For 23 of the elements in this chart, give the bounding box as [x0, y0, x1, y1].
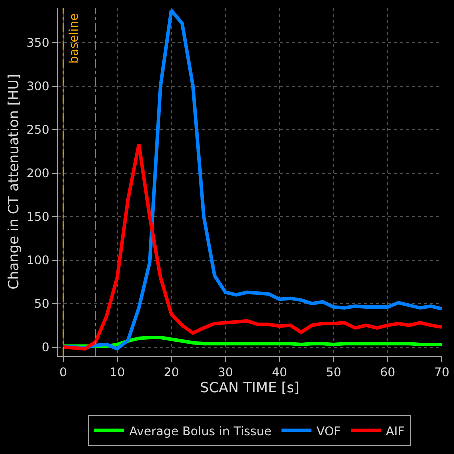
- legend-label: Average Bolus in Tissue: [130, 424, 272, 438]
- line-series: [62, 142, 442, 351]
- y-axis-title: Change in CT attenuation [HU]: [6, 74, 22, 290]
- x-tick-label: 10: [110, 365, 126, 380]
- x-tick-label: 0: [60, 365, 68, 380]
- y-tick-label: 50: [34, 297, 50, 311]
- ref-line-label: baseline: [66, 14, 81, 64]
- x-tick-label: 70: [434, 365, 450, 380]
- x-tick-label: 30: [218, 365, 234, 380]
- legend-label: AIF: [386, 424, 405, 438]
- y-tick-label: 100: [26, 254, 50, 268]
- y-tick-label: 0: [42, 340, 50, 354]
- y-tick-label: 200: [26, 166, 50, 180]
- x-tick-label: 20: [164, 365, 180, 380]
- y-tick-label: 150: [26, 210, 50, 224]
- x-axis-title: SCAN TIME [s]: [200, 380, 300, 397]
- y-tick-label: 300: [26, 80, 50, 94]
- x-tick-label: 40: [272, 365, 288, 380]
- legend-label: VOF: [316, 424, 342, 438]
- y-tick-label: 350: [26, 36, 50, 50]
- y-tick-label: 250: [26, 123, 50, 137]
- x-tick-label: 50: [326, 365, 342, 380]
- x-tick-label: 60: [380, 365, 396, 380]
